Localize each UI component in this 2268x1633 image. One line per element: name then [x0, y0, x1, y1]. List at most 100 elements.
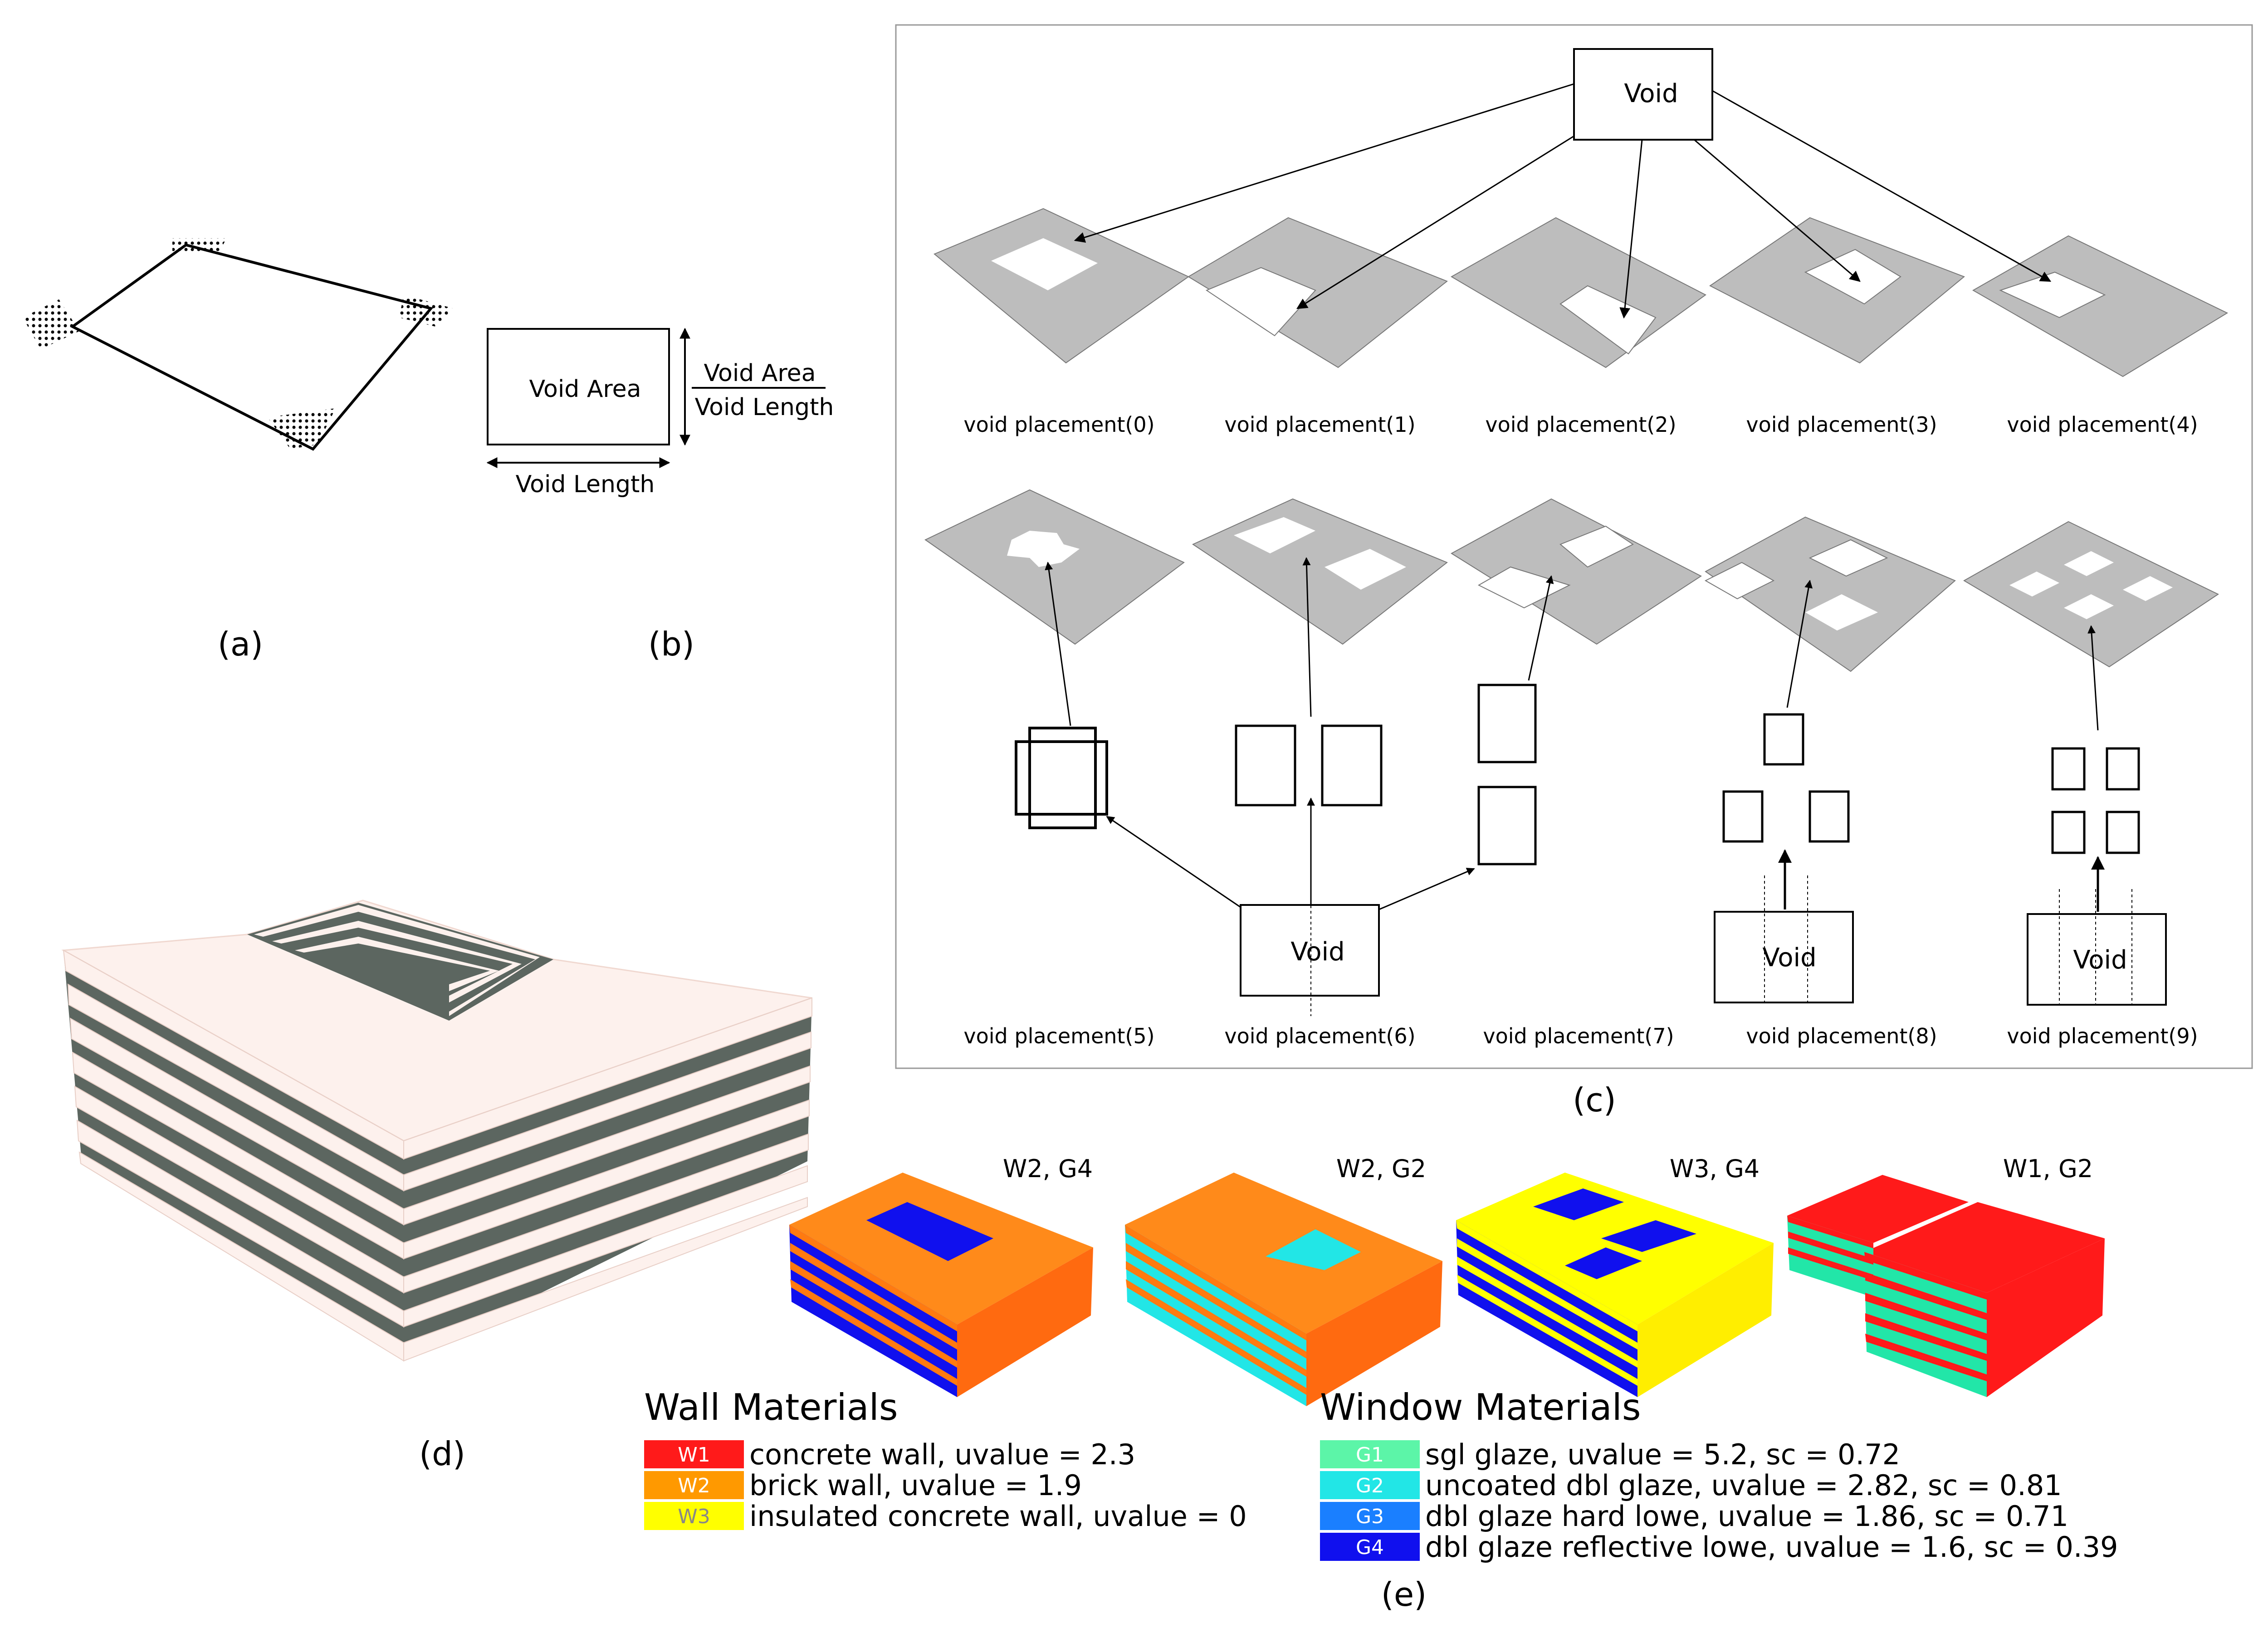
- right-facade-slabs: [403, 997, 812, 1362]
- void-area-box: [487, 328, 670, 445]
- caption-a: (a): [218, 625, 263, 663]
- arrow-up-7: [1528, 575, 1554, 681]
- panel-b: Void Area Void Area Void Length Void Len…: [486, 328, 834, 663]
- void9-box: [2027, 913, 2167, 1006]
- bottom-void-label: Void: [1290, 937, 1344, 967]
- building-label-1: W2, G4: [1003, 1154, 1093, 1183]
- fraction-bottom: Void Length: [695, 394, 834, 421]
- placement-9-plate: [1963, 521, 2219, 668]
- wall-code-w3: W3: [678, 1505, 710, 1528]
- wall-text-w2: brick wall, uvalue = 1.9: [749, 1469, 1082, 1502]
- placement-label-3: void placement(3): [1746, 412, 1937, 437]
- arrow-void-to-7: [1378, 868, 1475, 910]
- placement-5-shapes: [1015, 727, 1108, 829]
- wall-code-w1: W1: [678, 1443, 710, 1467]
- caption-c: (c): [1573, 1081, 1616, 1119]
- left-facade-slabs: [63, 949, 404, 1362]
- arrow-up-8: [1786, 580, 1813, 708]
- wall-legend-item-w3: W3 insulated concrete wall, uvalue = 0: [644, 1500, 1247, 1533]
- panel-e: W2, G4 W2, G2 W3, G4 W1, G2: [644, 1154, 2118, 1613]
- wall-materials-title: Wall Materials: [644, 1386, 898, 1428]
- placement-label-9: void placement(9): [2007, 1024, 2198, 1048]
- placement-label-7: void placement(7): [1483, 1024, 1674, 1048]
- arrow-up-9: [2087, 625, 2099, 731]
- placement-4-plate: [1972, 235, 2229, 377]
- window-code-g3: G3: [1356, 1505, 1384, 1528]
- wall-code-w2: W2: [678, 1474, 710, 1497]
- placement-label-2: void placement(2): [1485, 412, 1676, 437]
- arrow-to-placement-2: [1619, 139, 1643, 319]
- bottom-void-box: [1240, 904, 1380, 997]
- placement-label-4: void placement(4): [2007, 412, 2198, 437]
- caption-d: (d): [419, 1435, 465, 1473]
- placement-7-plate: [1451, 498, 1702, 645]
- panel-c: Void void placement(0) void p: [895, 24, 2253, 1119]
- window-text-g3: dbl glaze hard lowe, uvalue = 1.86, sc =…: [1425, 1500, 2068, 1533]
- window-text-g4: dbl glaze reflective lowe, uvalue = 1.6,…: [1425, 1530, 2118, 1564]
- building-label-4: W1, G2: [2003, 1154, 2093, 1183]
- arrow-to-placement-4: [1712, 90, 2052, 282]
- void8-label: Void: [1762, 943, 1816, 973]
- placement-2-plate: [1450, 217, 1706, 368]
- void9-label: Void: [2073, 945, 2127, 975]
- window-materials-title: Window Materials: [1320, 1386, 1641, 1428]
- building-label-2: W2, G2: [1336, 1154, 1426, 1183]
- placement-7-shapes: [1477, 684, 1537, 865]
- corner-dots-left: [23, 299, 79, 349]
- window-legend-item-g2: G2 uncoated dbl glaze, uvalue = 2.82, sc…: [1320, 1469, 2062, 1502]
- panel-c-frame: [895, 24, 2253, 1069]
- arrow-to-placement-0: [1074, 83, 1574, 243]
- wall-legend-item-w1: W1 concrete wall, uvalue = 2.3: [644, 1438, 1135, 1471]
- top-void-label: Void: [1624, 79, 1678, 108]
- caption-e: (e): [1381, 1575, 1427, 1613]
- window-legend-item-g3: G3 dbl glaze hard lowe, uvalue = 1.86, s…: [1320, 1500, 2068, 1533]
- placement-label-5: void placement(5): [963, 1024, 1154, 1048]
- window-code-g1: G1: [1356, 1443, 1384, 1467]
- building-w3-g4: [1456, 1173, 1774, 1397]
- arrow-to-placement-3: [1694, 139, 1861, 282]
- wall-text-w1: concrete wall, uvalue = 2.3: [749, 1438, 1135, 1471]
- void-area-label: Void Area: [529, 376, 641, 403]
- window-legend-item-g4: G4 dbl glaze reflective lowe, uvalue = 1…: [1320, 1530, 2118, 1564]
- site-outline: [70, 243, 434, 451]
- building-w1-g2: [1787, 1175, 2105, 1397]
- corner-dots-bottom: [268, 408, 336, 449]
- window-legend-item-g1: G1 sgl glaze, uvalue = 5.2, sc = 0.72: [1320, 1438, 1900, 1471]
- building-label-3: W3, G4: [1670, 1154, 1760, 1183]
- corner-dots-right: [399, 295, 454, 327]
- arrow-to-placement-1: [1296, 135, 1574, 309]
- arrow-up-6: [1302, 557, 1312, 717]
- placement-6-shapes: [1235, 724, 1383, 807]
- window-code-g4: G4: [1356, 1536, 1384, 1559]
- void8-box: [1714, 911, 1854, 1003]
- panel-a: (a): [23, 238, 454, 663]
- placement-6-plate: [1192, 498, 1448, 645]
- placement-5-plate: [924, 489, 1185, 645]
- window-text-g1: sgl glaze, uvalue = 5.2, sc = 0.72: [1425, 1438, 1900, 1471]
- placement-1-plate: [1188, 217, 1448, 368]
- placement-label-0: void placement(0): [963, 412, 1154, 437]
- window-text-g2: uncoated dbl glaze, uvalue = 2.82, sc = …: [1425, 1469, 2062, 1502]
- caption-b: (b): [648, 625, 694, 663]
- arrow-void-to-5: [1106, 816, 1241, 908]
- placement-0-plate: [934, 208, 1189, 364]
- window-code-g2: G2: [1356, 1474, 1384, 1497]
- void-length-label: Void Length: [516, 471, 655, 498]
- placement-8-plate: [1704, 516, 1956, 672]
- placement-label-8: void placement(8): [1746, 1024, 1937, 1048]
- wall-legend-item-w2: W2 brick wall, uvalue = 1.9: [644, 1469, 1082, 1502]
- building-w2-g2: [1125, 1173, 1442, 1406]
- courtyard-inner-bands: [254, 905, 540, 1016]
- placement-8-shapes: [1722, 713, 1850, 843]
- fraction-top: Void Area: [704, 360, 816, 387]
- placement-3-plate: [1709, 217, 1965, 364]
- placement-label-1: void placement(1): [1224, 412, 1415, 437]
- building-w2-g4: [789, 1173, 1093, 1397]
- placement-9-shapes: [2051, 747, 2140, 854]
- arrow-up-5: [1045, 562, 1071, 726]
- panel-d: (d): [61, 900, 812, 1473]
- placement-label-6: void placement(6): [1224, 1024, 1415, 1048]
- top-void-box: [1573, 48, 1713, 141]
- corner-dots-top: [172, 238, 227, 254]
